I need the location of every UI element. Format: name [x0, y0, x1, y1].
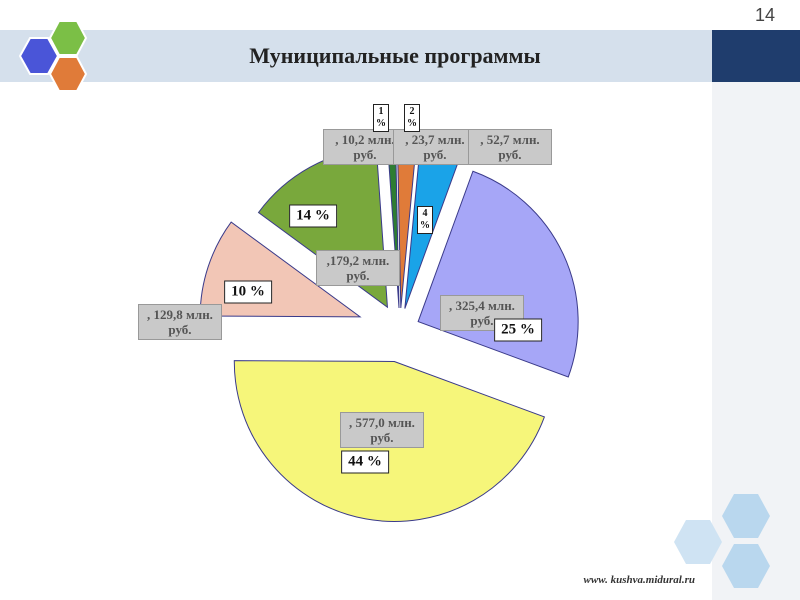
- percent-label: 1 %: [373, 104, 389, 132]
- value-label: , 129,8 млн. руб.: [138, 304, 222, 340]
- hexagon: [48, 56, 88, 92]
- percent-label: 44 %: [341, 450, 389, 474]
- hexagon: [722, 544, 770, 588]
- header-band: [0, 30, 712, 82]
- hexagon: [674, 520, 722, 564]
- percent-label: 25 %: [494, 318, 542, 342]
- slide-title: Муниципальные программы: [249, 43, 540, 68]
- percent-label: 10 %: [224, 280, 272, 304]
- hexagon: [722, 494, 770, 538]
- value-label: , 577,0 млн. руб.: [340, 412, 424, 448]
- hexagon: [18, 37, 60, 75]
- percent-label: 4 %: [417, 206, 433, 234]
- percent-label: 14 %: [289, 204, 337, 228]
- value-label: , 52,7 млн. руб.: [468, 129, 552, 165]
- header-block: [712, 30, 800, 82]
- page-number: 14: [755, 5, 775, 25]
- value-label: , 23,7 млн. руб.: [393, 129, 477, 165]
- hexagon: [48, 20, 88, 56]
- value-label: ,179,2 млн. руб.: [316, 250, 400, 286]
- footer-url: www. kushva.midural.ru: [584, 574, 695, 586]
- percent-label: 2 %: [404, 104, 420, 132]
